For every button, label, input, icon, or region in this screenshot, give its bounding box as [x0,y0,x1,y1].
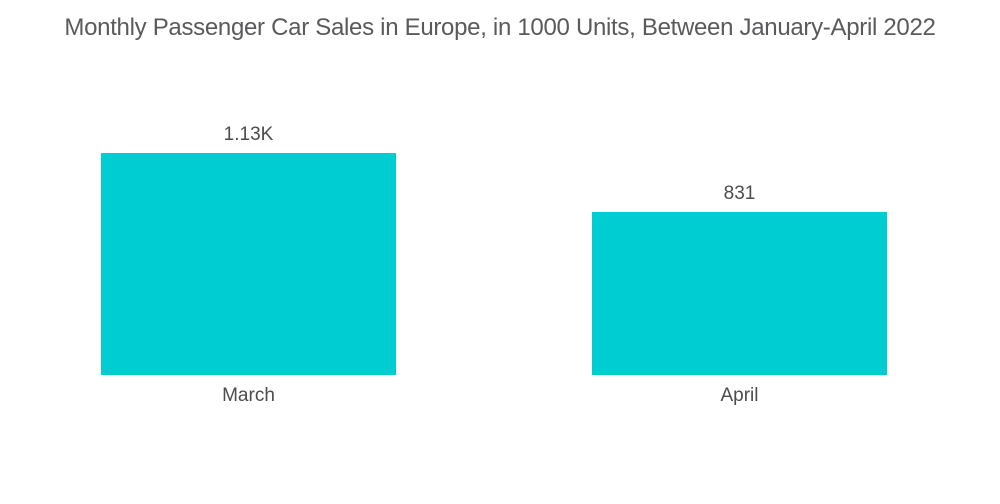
bar-group-april: 831 [592,0,887,375]
x-axis-label-april: April [720,385,759,406]
bar-march [101,153,396,375]
plot-area: 1.13K 831 [101,0,887,375]
x-axis-label-march: March [222,385,275,406]
bar-group-march: 1.13K [101,0,396,375]
value-label-march: 1.13K [223,124,274,145]
value-label-april: 831 [723,183,756,204]
chart-title: Monthly Passenger Car Sales in Europe, i… [64,14,936,41]
bar-april [592,212,887,375]
